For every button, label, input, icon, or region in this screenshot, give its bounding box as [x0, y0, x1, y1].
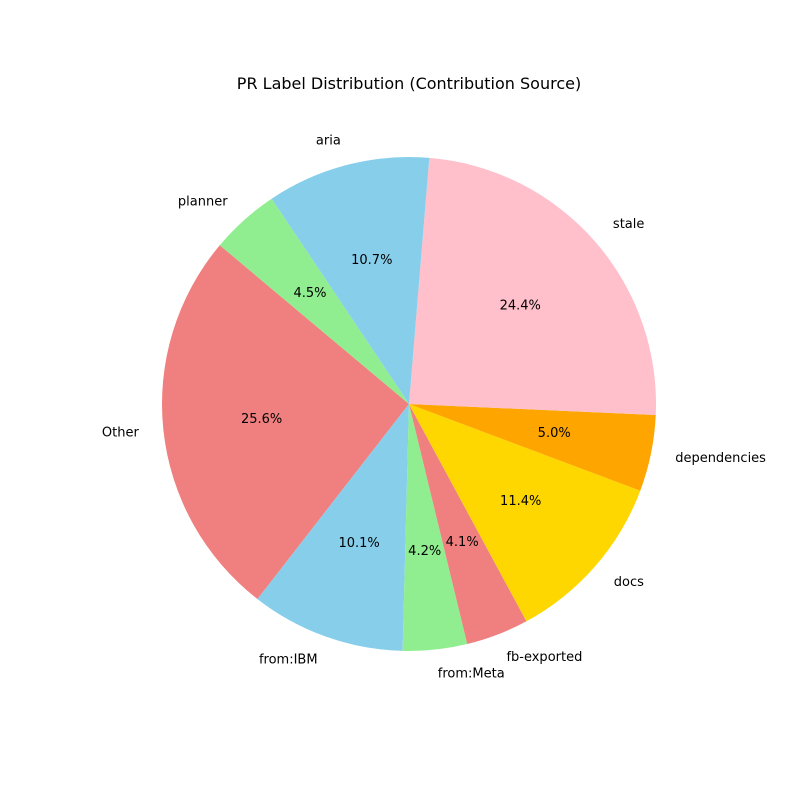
pie-label-from-meta: from:Meta — [438, 667, 505, 682]
pie-percent-from-meta: 4.2% — [408, 544, 441, 559]
pie-label-fb-exported: fb-exported — [506, 650, 582, 665]
pie-percent-from-ibm: 10.1% — [338, 536, 379, 551]
pie-label-planner: planner — [178, 194, 228, 209]
pie-percent-fb-exported: 4.1% — [446, 535, 479, 550]
pie-percent-other: 25.6% — [241, 412, 282, 427]
pie-percent-aria: 10.7% — [351, 253, 392, 268]
pie-label-stale: stale — [613, 217, 644, 232]
pie-slice-planner — [219, 198, 409, 404]
pie-slice-aria — [271, 157, 430, 404]
pie-slice-docs — [409, 404, 641, 622]
pie-percent-stale: 24.4% — [500, 299, 541, 314]
chart-title: PR Label Distribution (Contribution Sour… — [237, 74, 581, 93]
pie-label-aria: aria — [316, 134, 341, 149]
pie-label-from-ibm: from:IBM — [259, 652, 318, 667]
pie-percent-dependencies: 5.0% — [538, 426, 571, 441]
pie-slice-other — [161, 245, 409, 600]
pie-percent-docs: 11.4% — [500, 494, 541, 509]
pie-slice-from-ibm — [257, 404, 409, 651]
pie-slice-from-meta — [402, 404, 468, 651]
pie-label-dependencies: dependencies — [675, 451, 766, 466]
pie-slice-dependencies — [409, 404, 656, 491]
pie-slice-fb-exported — [409, 404, 527, 645]
pie-label-other: Other — [102, 425, 140, 440]
pie-label-docs: docs — [614, 575, 644, 590]
pie-percent-planner: 4.5% — [294, 286, 327, 301]
pie-slice-stale — [409, 157, 656, 416]
